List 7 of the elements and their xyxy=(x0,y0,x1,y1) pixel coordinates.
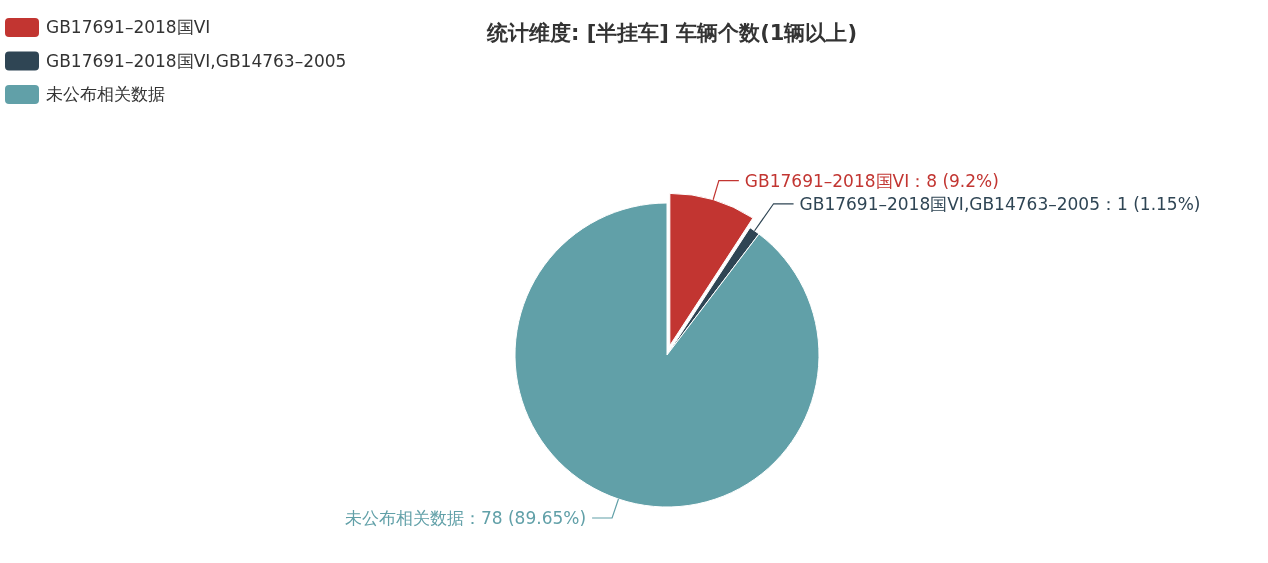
data-label: 未公布相关数据：78 (89.65%) xyxy=(344,508,587,528)
data-label: GB17691–2018国VI,GB14763–2005：1 (1.15%) xyxy=(799,193,1201,214)
legend-label: GB17691–2018国VI,GB14763–2005 xyxy=(46,50,347,71)
chart-title: 统计维度: [半挂车] 车辆个数(1辆以上) xyxy=(485,21,858,45)
legend-label: 未公布相关数据 xyxy=(46,84,165,104)
legend-label: GB17691–2018国VI xyxy=(46,17,211,37)
data-label: GB17691–2018国VI：8 (9.2%) xyxy=(744,170,999,191)
